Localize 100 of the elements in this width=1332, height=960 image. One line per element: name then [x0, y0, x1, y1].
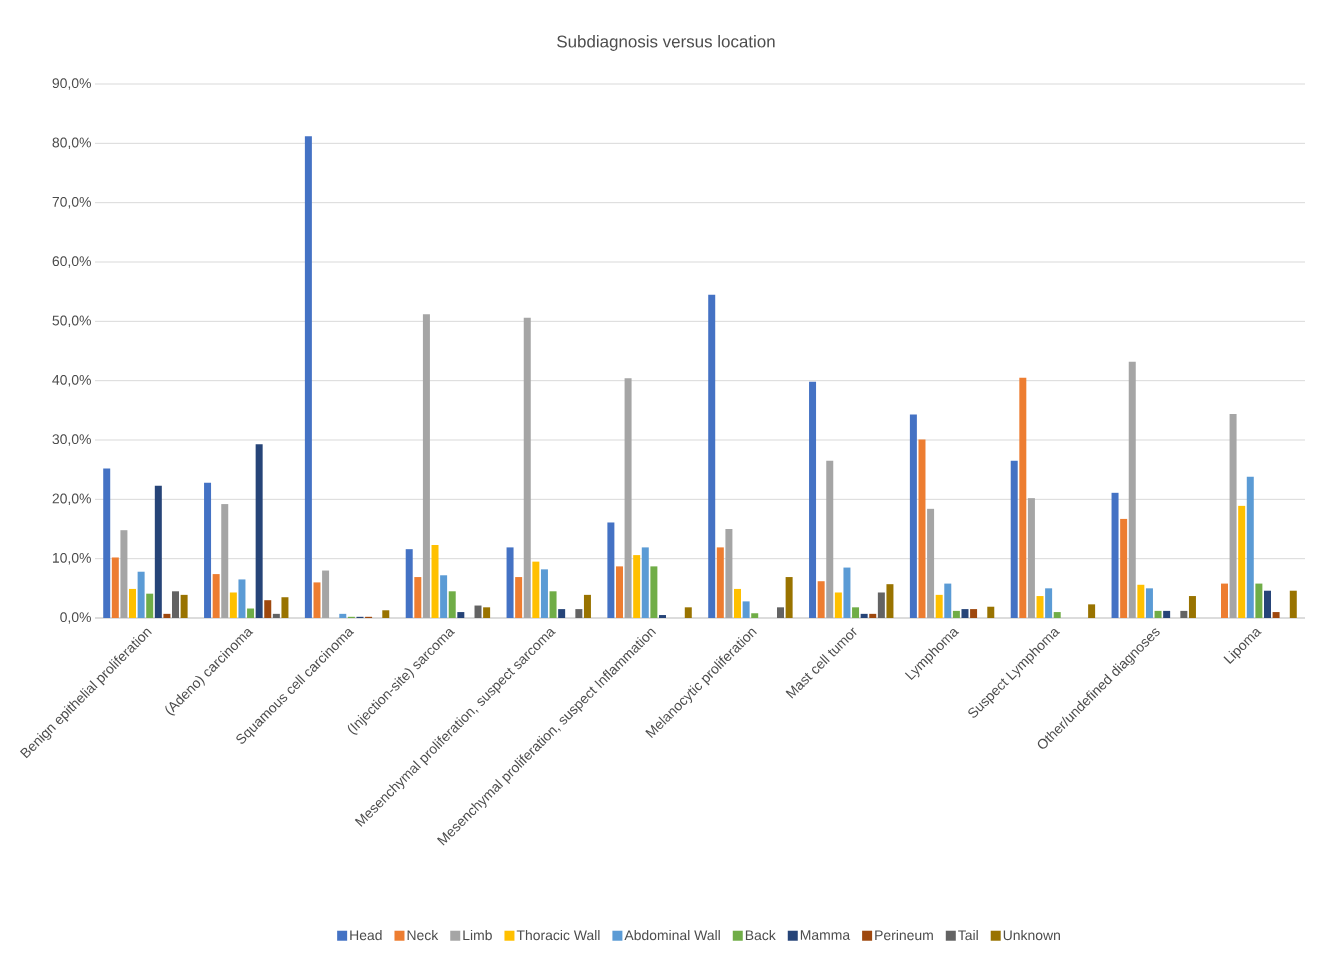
bar [304, 136, 312, 618]
y-tick-label: 0,0% [60, 612, 91, 624]
y-tick-label: 90,0% [52, 78, 91, 90]
bar [229, 592, 237, 618]
bar [440, 575, 448, 618]
bar [204, 482, 212, 618]
y-tick-label: 20,0% [52, 493, 91, 506]
bar [221, 504, 229, 618]
bar [1220, 583, 1228, 618]
bar [650, 566, 658, 618]
bar [1045, 588, 1053, 618]
bar [843, 567, 851, 618]
bar [483, 607, 491, 618]
bar [1255, 583, 1263, 618]
bar [935, 594, 943, 618]
bar [146, 593, 154, 618]
bar [532, 561, 540, 618]
bar [540, 569, 548, 618]
bar [751, 613, 759, 618]
bar [247, 608, 255, 618]
bar [1111, 492, 1119, 618]
bar [180, 594, 188, 618]
bar [785, 577, 793, 618]
bar [869, 613, 877, 618]
bar [255, 444, 263, 618]
bar [1019, 377, 1027, 618]
bar [457, 612, 465, 618]
bar [1163, 610, 1171, 618]
bar [658, 615, 666, 618]
bar [272, 613, 280, 618]
bar [834, 592, 842, 618]
bar [607, 522, 615, 618]
bar [809, 381, 817, 618]
legend-label: Abdominal Wall [624, 929, 720, 941]
bar [742, 601, 750, 618]
legend-label: Thoracic Wall [516, 929, 600, 941]
bar [549, 591, 557, 618]
bar [405, 549, 413, 618]
bar [927, 508, 935, 618]
bar [523, 317, 531, 618]
bar [877, 592, 885, 618]
bar [777, 607, 785, 618]
bar [1128, 361, 1136, 618]
bar [1145, 588, 1153, 618]
bar [1036, 596, 1044, 618]
bar [987, 606, 995, 618]
y-tick-label: 60,0% [52, 256, 91, 268]
legend-label: Perineum [875, 929, 933, 941]
bar [448, 591, 456, 618]
bar [725, 529, 733, 618]
bar [734, 588, 742, 618]
bar [281, 597, 289, 618]
y-tick-label: 40,0% [52, 374, 91, 387]
bar [431, 545, 439, 618]
legend-label: Head [350, 929, 382, 941]
bar [382, 610, 390, 618]
bar [129, 588, 137, 618]
bar [111, 557, 119, 618]
bar [339, 613, 347, 618]
bar [120, 530, 128, 618]
bar [238, 579, 246, 618]
bar [1027, 498, 1035, 618]
bar [1272, 612, 1280, 618]
bar [684, 607, 692, 618]
bar [1246, 476, 1254, 618]
bar [1088, 604, 1096, 618]
bar [137, 571, 145, 618]
bar [1154, 610, 1162, 618]
y-tick-label: 70,0% [52, 196, 91, 209]
bar [264, 600, 272, 618]
bar [1188, 596, 1196, 618]
bar [716, 547, 724, 618]
bar [506, 547, 514, 618]
bar [1120, 518, 1128, 618]
legend-label: Mamma [800, 930, 851, 940]
legend-label: Limb [463, 929, 492, 941]
bar [575, 609, 583, 618]
bar [970, 609, 978, 618]
bar [944, 583, 952, 618]
bar [1137, 584, 1145, 618]
legend-label: Tail [958, 929, 978, 941]
bar [558, 609, 566, 618]
legend-label: Back [745, 929, 776, 941]
bar [1180, 610, 1188, 618]
bar [163, 613, 171, 618]
bar [583, 594, 591, 618]
bar [852, 607, 860, 618]
bar [886, 584, 894, 618]
bar [952, 610, 960, 618]
bar [624, 378, 632, 618]
bar [1263, 590, 1271, 618]
bar [961, 609, 969, 618]
bar [1053, 612, 1061, 618]
chart-title: Subdiagnosis versus location [557, 35, 775, 51]
legend-label: Unknown [1003, 929, 1060, 941]
legend-label: Neck [407, 929, 439, 941]
y-tick-label: 50,0% [52, 315, 91, 328]
bar [1229, 413, 1237, 618]
bar [826, 460, 834, 618]
bar [422, 314, 430, 618]
